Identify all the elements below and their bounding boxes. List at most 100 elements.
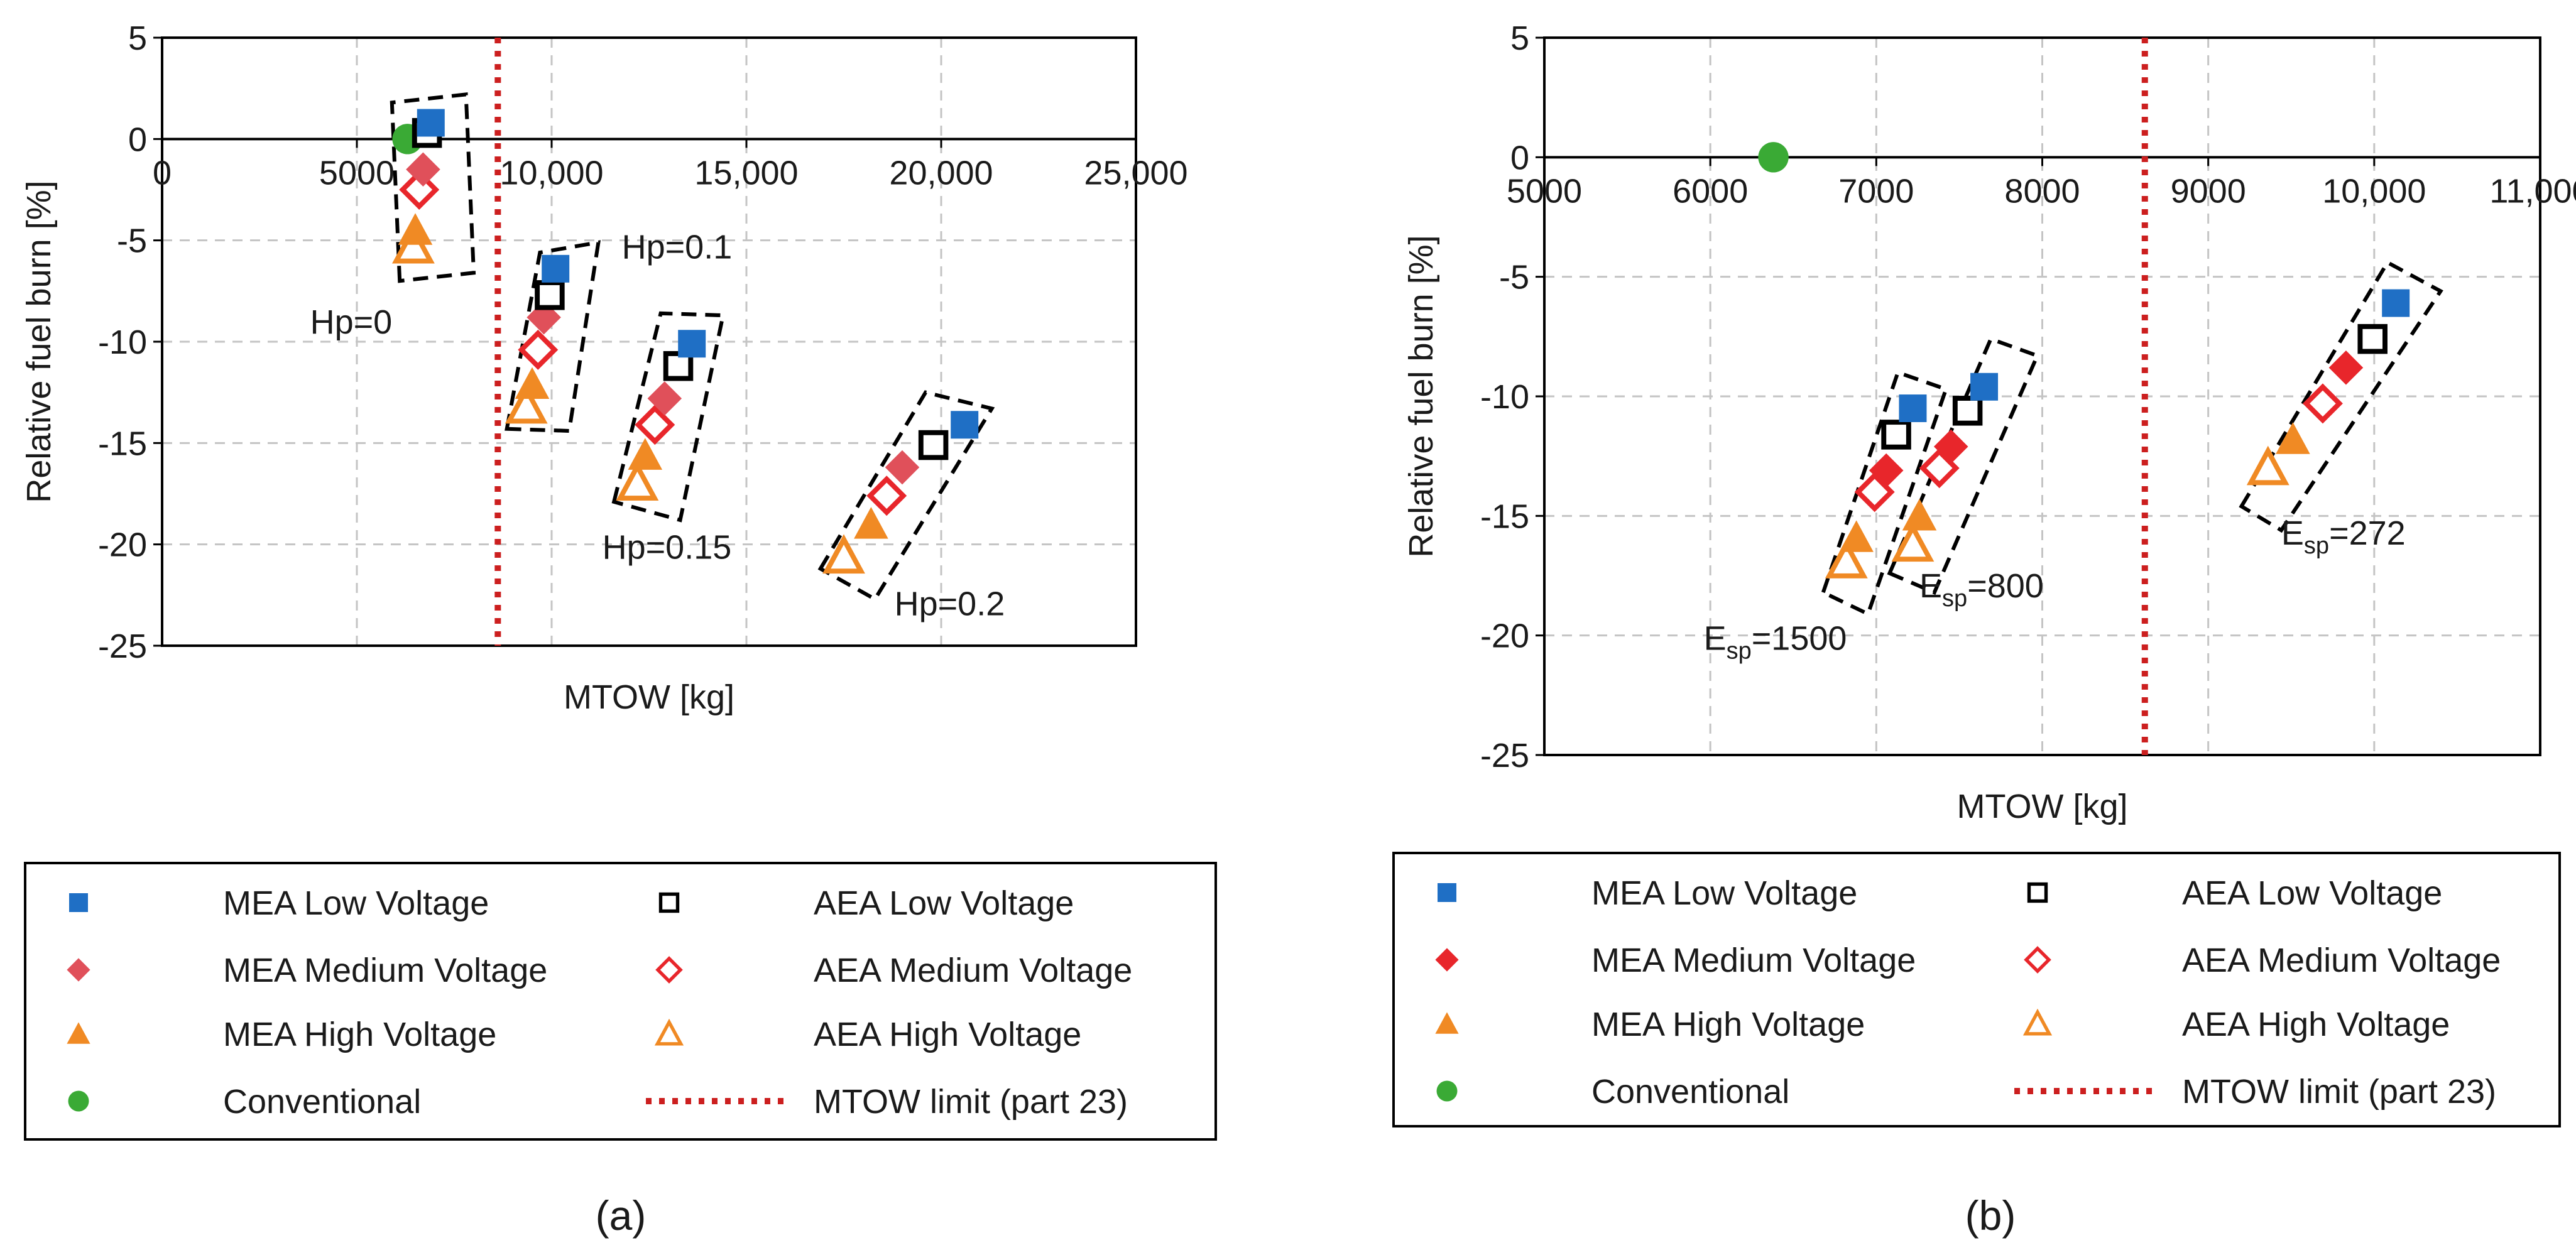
group-box — [817, 390, 995, 602]
data-point — [406, 152, 440, 187]
x-tick-label: 25,000 — [1084, 154, 1187, 192]
chart-panel-a: 0 5000 10,000 15,000 20,000 25,00050-5-10-15-… — [20, 19, 1217, 1141]
data-point — [1952, 396, 1983, 426]
data-point — [535, 280, 565, 310]
y-tick-label: -25 — [98, 628, 147, 665]
legend-swatch — [2027, 882, 2048, 903]
y-tick-label: 5 — [1510, 19, 1529, 57]
legend-swatch — [1435, 948, 1459, 972]
data-point — [398, 213, 433, 245]
data-point — [542, 254, 570, 283]
x-tick-label: 10,000 — [2322, 172, 2426, 210]
group-box — [2239, 259, 2443, 533]
x-tick-label: 5000 — [1507, 172, 1582, 210]
data-point — [616, 461, 659, 501]
group-box — [390, 92, 476, 283]
x-tick-label: 8000 — [2004, 172, 2080, 210]
legend-swatch — [1438, 883, 1456, 902]
legend-entry-label: MEA Medium Voltage — [1591, 942, 1916, 979]
data-point — [885, 450, 920, 485]
y-axis-label: Relative fuel burn [%] — [20, 180, 58, 503]
data-point — [866, 475, 907, 516]
legend-entry-label: AEA Medium Voltage — [814, 952, 1132, 989]
data-point — [2276, 422, 2310, 454]
data-point — [505, 384, 548, 424]
x-tick-label: 6000 — [1673, 172, 1748, 210]
legend-swatch — [1435, 1012, 1459, 1034]
legend-frame — [24, 862, 1217, 1141]
x-tick-label: 9000 — [2171, 172, 2246, 210]
legend-frame — [1392, 852, 2561, 1127]
legend-swatch — [2022, 1008, 2053, 1036]
data-point — [515, 367, 550, 399]
x-tick-label: 7000 — [1838, 172, 1914, 210]
data-point — [1933, 429, 1968, 464]
y-tick-label: -15 — [1480, 497, 1529, 535]
y-tick-label: 0 — [1510, 139, 1529, 177]
group-annotation: Hp=0 — [310, 303, 393, 341]
data-point — [635, 405, 675, 445]
legend-swatch — [2024, 946, 2051, 974]
data-point — [2302, 383, 2343, 424]
y-tick-label: -5 — [117, 222, 147, 260]
legend-entry-label: AEA Low Voltage — [814, 884, 1074, 922]
data-point — [2357, 323, 2388, 354]
data-point — [1970, 372, 1999, 401]
group-box — [611, 311, 726, 523]
data-point — [1839, 520, 1874, 552]
data-point — [1891, 522, 1935, 562]
y-tick-label: -25 — [1480, 737, 1529, 774]
data-point — [822, 534, 865, 574]
y-tick-label: -15 — [98, 425, 147, 462]
legend-swatch — [1436, 1080, 1458, 1102]
legend-entry-label: MTOW limit (part 23) — [2182, 1073, 2496, 1111]
group-annotation: Hp=0.15 — [603, 528, 732, 566]
legend-entry-label: MEA Low Voltage — [223, 884, 489, 922]
data-point — [678, 330, 706, 358]
y-tick-label: -10 — [98, 323, 147, 361]
x-tick-label: 15,000 — [694, 154, 798, 192]
legend-swatch — [654, 1018, 684, 1046]
data-point — [628, 438, 663, 470]
x-tick-label: 10,000 — [499, 154, 603, 192]
data-point — [2246, 445, 2289, 486]
legend-swatch — [67, 958, 90, 982]
legend-swatch — [69, 893, 88, 912]
data-point — [951, 411, 979, 439]
data-point — [918, 430, 949, 460]
y-tick-label: -5 — [1499, 259, 1529, 296]
data-point — [417, 109, 445, 137]
chart-panel-b: 5000 6000 7000 8000 9000 10,000 11,000 5 0 -5 -10 -… — [1392, 19, 2576, 1127]
legend: MEA Low Voltage AEA Low Voltage MEA Medium… — [24, 862, 1217, 1141]
y-tick-label: -20 — [1480, 617, 1529, 655]
legend-entry-label: Conventional — [223, 1083, 421, 1121]
legend-entry-label: AEA Medium Voltage — [2182, 942, 2501, 979]
legend-swatch — [655, 956, 683, 984]
data-point — [1758, 142, 1789, 173]
legend-swatch — [658, 892, 680, 913]
group-annotation: Esp=272 — [2281, 514, 2406, 559]
legend-entry-label: MEA High Voltage — [223, 1016, 496, 1053]
legend-entry-label: AEA High Voltage — [814, 1016, 1081, 1053]
data-point — [518, 329, 559, 370]
y-tick-label: -20 — [98, 526, 147, 564]
data-point — [1899, 394, 1927, 423]
group-box — [1821, 370, 1949, 617]
data-point — [647, 381, 682, 416]
legend-swatch — [68, 1090, 89, 1112]
y-tick-label: 0 — [128, 121, 147, 158]
legend-entry-label: AEA Low Voltage — [2182, 874, 2442, 912]
panel-label-a: (a) — [596, 1192, 647, 1239]
legend-entry-label: MEA Low Voltage — [1591, 874, 1857, 912]
legend-entry-label: Conventional — [1591, 1073, 1789, 1111]
y-axis-label: Relative fuel burn [%] — [1402, 235, 1440, 557]
legend-entry-label: MEA Medium Voltage — [223, 952, 547, 989]
legend-entry-label: MTOW limit (part 23) — [814, 1083, 1128, 1121]
y-tick-label: 5 — [128, 19, 147, 57]
group-box — [505, 240, 601, 433]
legend-swatch — [67, 1022, 90, 1044]
data-point — [2328, 350, 2364, 385]
data-point — [1881, 420, 1911, 450]
x-tick-label: 5000 — [319, 154, 395, 192]
